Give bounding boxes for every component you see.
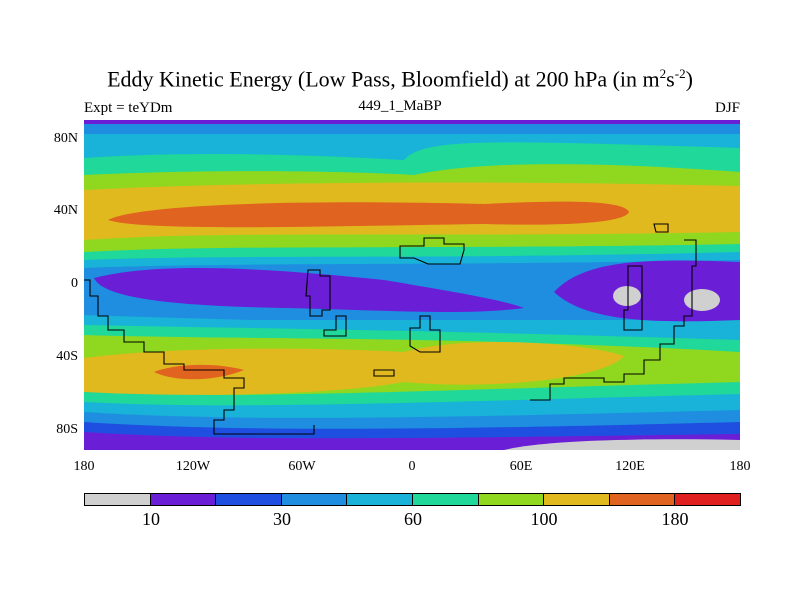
colorbar-swatch [84,493,151,506]
colorbar-label-60: 60 [404,509,422,529]
colorbar-label-180: 180 [661,509,689,529]
colorbar-swatch [543,493,610,506]
y-tick-0: 0 [71,276,78,291]
colorbar-label-10: 10 [142,509,160,529]
coastline-outlines [84,223,697,435]
x-tick-120W: 120W [175,459,211,474]
x-tick-0: 0 [408,459,416,474]
y-tick-80S: 80S [56,422,78,437]
colorbar-label-100: 100 [530,509,558,529]
colorbar-swatch [412,493,479,506]
x-tick-180-right: 180 [729,459,751,474]
colorbar-swatch [215,493,282,506]
experiment-label: Expt = teYDm [84,100,173,116]
colorbar-swatch [674,493,741,506]
y-tick-40S: 40S [56,349,78,364]
x-tick-180-left: 180 [73,459,95,474]
colorbar-swatch [608,493,676,506]
run-label: 449_1_MaBP [358,98,442,114]
contour-map [84,120,740,450]
x-tick-60E: 60E [509,459,533,474]
colorbar-swatch [149,493,217,506]
chart-title: Eddy Kinetic Energy (Low Pass, Bloomfiel… [107,66,693,92]
colorbar-swatch [280,493,348,506]
colorbar-swatch [346,493,413,506]
y-tick-80N: 80N [53,131,78,146]
season-label: DJF [714,100,740,116]
y-tick-40N: 40N [53,203,78,218]
colorbar-swatch [477,493,545,506]
colorbar-label-30: 30 [273,509,291,529]
x-tick-120E: 120E [615,459,645,474]
x-tick-60W: 60W [288,459,316,474]
